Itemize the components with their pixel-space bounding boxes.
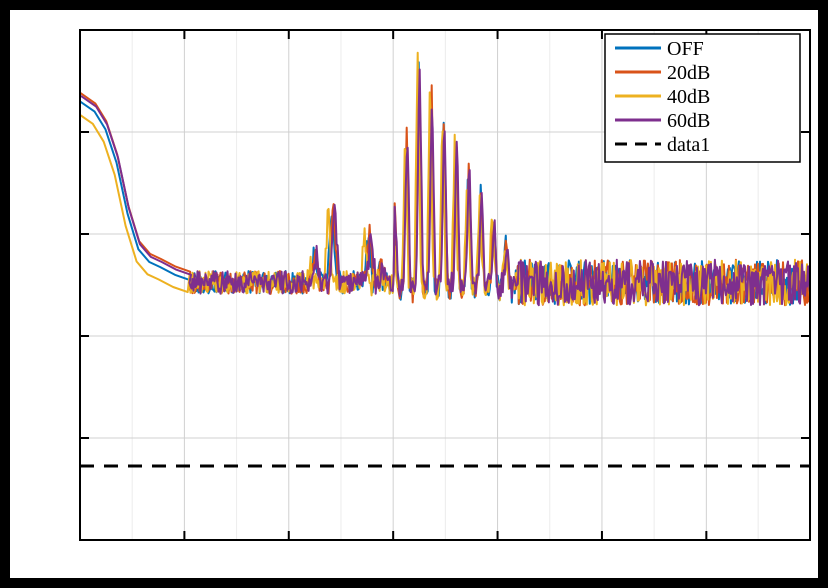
chart-container: OFF20dB40dB60dBdata1: [10, 10, 818, 578]
line-chart: OFF20dB40dB60dBdata1: [10, 10, 818, 578]
legend-label-60dB: 60dB: [667, 110, 710, 132]
legend: OFF20dB40dB60dBdata1: [605, 34, 800, 162]
legend-label-40dB: 40dB: [667, 86, 710, 108]
legend-label-data1: data1: [667, 134, 710, 156]
legend-label-20dB: 20dB: [667, 62, 710, 84]
legend-label-OFF: OFF: [667, 38, 704, 60]
